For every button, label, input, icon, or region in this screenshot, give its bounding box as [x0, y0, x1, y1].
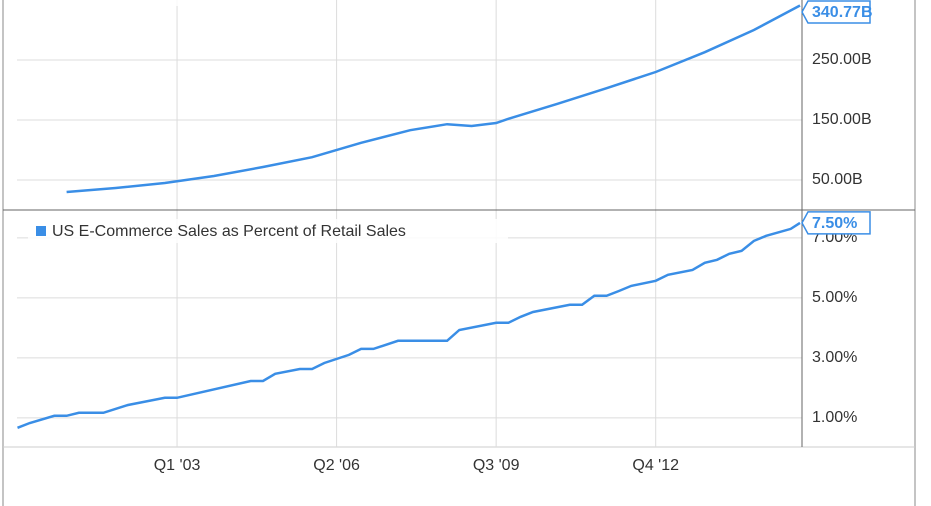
- series-line: [66, 4, 801, 194]
- last-value-label: 7.50%: [812, 215, 857, 232]
- x-tick-label: Q2 '06: [313, 457, 360, 474]
- series-line: [17, 221, 801, 429]
- x-tick-label: Q1 '03: [154, 457, 201, 474]
- y-tick-label: 50.00B: [812, 171, 863, 188]
- x-tick-label: Q4 '12: [632, 457, 679, 474]
- legend-label: US E-Commerce Sales TTM: [52, 0, 254, 3]
- last-value-box: [801, 211, 871, 235]
- y-tick-label: 3.00%: [812, 349, 857, 366]
- legend-swatch: [36, 226, 46, 236]
- y-tick-label: 5.00%: [812, 289, 857, 306]
- y-tick-label: 1.00%: [812, 409, 857, 426]
- last-value-box: [801, 0, 871, 24]
- y-tick-label: 150.00B: [812, 111, 872, 128]
- legend-label: US E-Commerce Sales as Percent of Retail…: [52, 223, 406, 240]
- legend-background: [28, 219, 508, 243]
- last-value-tag: 340.77B: [801, 0, 873, 24]
- last-value-label: 340.77B: [812, 4, 873, 21]
- y-tick-label: 250.00B: [812, 51, 872, 68]
- x-tick-label: Q3 '09: [473, 457, 520, 474]
- last-value-tag: 7.50%: [801, 211, 871, 235]
- legend-background: [28, 0, 318, 6]
